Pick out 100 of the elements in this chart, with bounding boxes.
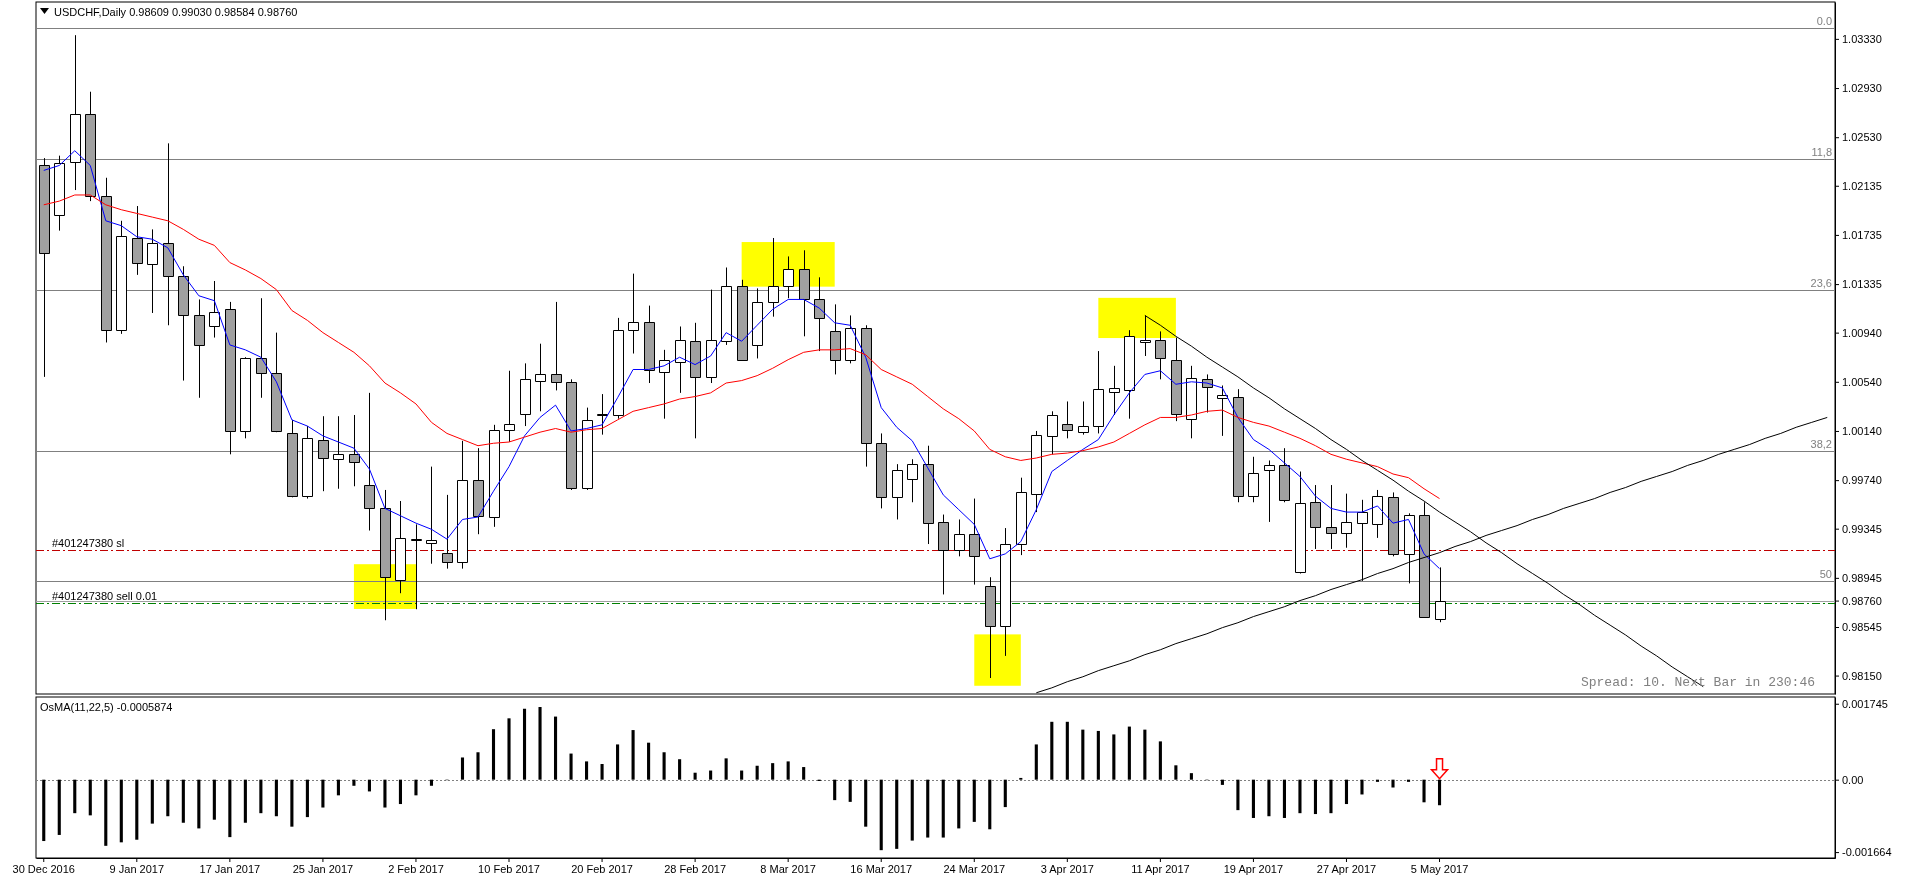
line-series bbox=[43, 194, 1441, 500]
bar bbox=[864, 779, 868, 827]
bar bbox=[740, 770, 744, 780]
bar bbox=[879, 779, 883, 851]
bar bbox=[212, 779, 216, 820]
candlestick bbox=[1404, 512, 1415, 584]
bar bbox=[259, 779, 263, 814]
x-tick-label: 25 Jan 2017 bbox=[292, 862, 354, 875]
candlestick bbox=[830, 303, 841, 375]
bar bbox=[1096, 730, 1100, 780]
x-tick-label: 20 Feb 2017 bbox=[571, 862, 633, 875]
candlestick bbox=[70, 34, 81, 191]
bar bbox=[771, 763, 775, 780]
bar bbox=[305, 779, 309, 818]
candlestick bbox=[473, 447, 484, 535]
y-tick-label: 1.01735 bbox=[1842, 228, 1882, 241]
bar bbox=[1112, 734, 1116, 780]
y-tick-label: 0.99740 bbox=[1842, 474, 1882, 487]
candlestick bbox=[1341, 493, 1352, 549]
candlestick bbox=[768, 237, 779, 318]
candlestick bbox=[240, 356, 251, 439]
y-tick-label: -0.001664 bbox=[1842, 846, 1892, 859]
bar bbox=[1050, 721, 1054, 780]
candlestick bbox=[178, 265, 189, 382]
bar bbox=[988, 779, 992, 830]
bar bbox=[104, 779, 108, 846]
bar bbox=[352, 779, 356, 786]
bar bbox=[1065, 721, 1069, 780]
bar bbox=[802, 767, 806, 780]
candlestick bbox=[85, 91, 96, 202]
bar bbox=[1158, 741, 1162, 780]
candlestick bbox=[1062, 400, 1073, 439]
candlestick bbox=[566, 378, 577, 491]
bar bbox=[73, 779, 77, 814]
bar bbox=[119, 779, 123, 843]
bar bbox=[895, 779, 899, 849]
annotation: 38,2 bbox=[1810, 438, 1832, 450]
candlestick bbox=[163, 142, 174, 326]
candlestick bbox=[1000, 527, 1011, 657]
y-tick-label: 0.001745 bbox=[1842, 697, 1888, 710]
bar bbox=[585, 761, 589, 780]
x-tick-label: 27 Apr 2017 bbox=[1316, 862, 1377, 875]
bar bbox=[709, 770, 713, 780]
x-tick-label: 10 Feb 2017 bbox=[478, 862, 540, 875]
x-tick-label: 9 Jan 2017 bbox=[109, 862, 165, 875]
candlestick bbox=[1016, 477, 1027, 556]
candlestick bbox=[426, 466, 437, 565]
bar bbox=[228, 779, 232, 838]
bar bbox=[678, 759, 682, 780]
candlestick bbox=[845, 314, 856, 364]
candlestick bbox=[1031, 430, 1042, 513]
bar bbox=[1236, 779, 1240, 811]
x-tick-label: 11 Apr 2017 bbox=[1131, 862, 1190, 875]
candlestick bbox=[1109, 365, 1120, 416]
bar bbox=[42, 779, 46, 842]
bar bbox=[243, 779, 247, 823]
candlestick bbox=[644, 305, 655, 384]
candlestick bbox=[1078, 400, 1089, 436]
candlestick bbox=[1233, 388, 1244, 503]
bar bbox=[1298, 779, 1302, 814]
candlestick bbox=[535, 343, 546, 412]
candlestick bbox=[101, 177, 112, 343]
candlestick bbox=[1248, 456, 1259, 503]
bar bbox=[274, 779, 278, 817]
x-tick-label: 17 Jan 2017 bbox=[199, 862, 261, 875]
bar bbox=[460, 757, 465, 780]
candlestick bbox=[489, 424, 500, 528]
bar bbox=[941, 779, 945, 838]
bar bbox=[336, 779, 340, 796]
candlestick bbox=[892, 463, 903, 520]
candlestick bbox=[613, 317, 624, 420]
bar bbox=[1344, 779, 1349, 805]
candlestick bbox=[954, 518, 965, 557]
bar bbox=[1220, 779, 1224, 785]
y-tick-label: 1.02135 bbox=[1842, 179, 1882, 192]
candlestick bbox=[1217, 384, 1228, 437]
candlestick bbox=[1155, 330, 1166, 380]
candlestick bbox=[333, 415, 344, 490]
y-tick-label: 0.98545 bbox=[1842, 621, 1882, 634]
annotation: 23,6 bbox=[1810, 277, 1832, 289]
x-tick-label: 30 Dec 2016 bbox=[12, 862, 75, 875]
bar bbox=[910, 779, 914, 841]
candlestick bbox=[1310, 484, 1321, 550]
candlestick bbox=[1295, 471, 1306, 575]
y-tick-label: 0.98945 bbox=[1842, 571, 1882, 584]
bar bbox=[1143, 729, 1147, 780]
candlestick bbox=[442, 494, 453, 570]
bar bbox=[1174, 765, 1178, 780]
y-tick-label: 1.00940 bbox=[1842, 326, 1882, 339]
candlestick bbox=[814, 276, 825, 352]
bar bbox=[631, 730, 635, 780]
y-tick-label: 1.02530 bbox=[1842, 131, 1882, 144]
candlestick bbox=[39, 157, 50, 378]
bar bbox=[616, 744, 620, 780]
candlestick bbox=[923, 445, 934, 545]
x-tick-label: 24 Mar 2017 bbox=[943, 862, 1006, 875]
bar bbox=[414, 779, 418, 796]
candlestick bbox=[1326, 484, 1337, 550]
candlestick bbox=[256, 297, 267, 399]
candlestick bbox=[861, 324, 872, 468]
